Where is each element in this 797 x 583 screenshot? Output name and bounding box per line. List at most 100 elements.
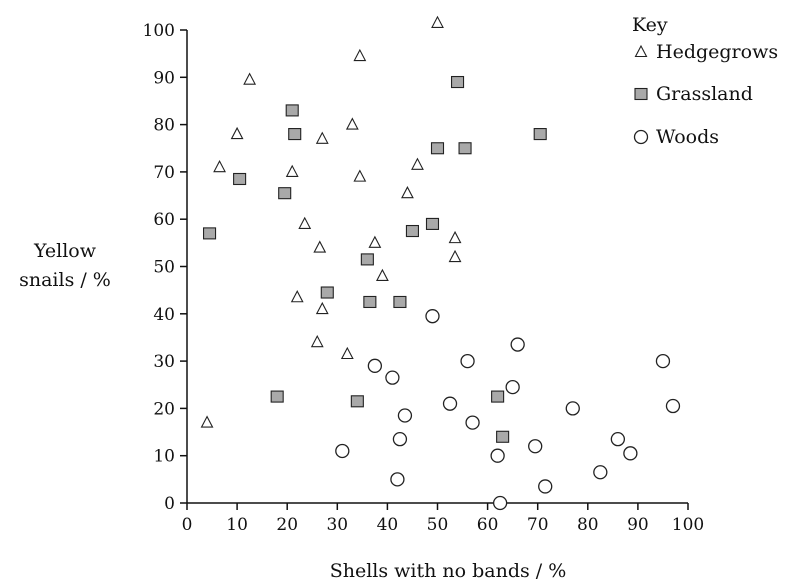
woods-point [565,401,580,416]
woods-point [505,379,520,395]
grassland-point [360,253,374,266]
legend-label-grassland: Grassland [656,83,753,105]
hedgegrows-point [315,131,329,144]
grassland-point [533,128,547,141]
y-tick-label: 100 [143,21,175,41]
woods-point [492,495,508,511]
hedgegrows-point [431,15,444,28]
hedgegrows-point [310,334,324,348]
woods-point [610,431,626,447]
hedgegrows-point [200,415,214,428]
grassland-point [270,390,284,403]
woods-point [510,337,525,352]
woods-point [665,398,681,414]
y-axis-title-line-2: snails / % [19,269,111,291]
hedgegrows-point [353,169,367,182]
grassland-point [430,142,445,155]
grassland-point [425,217,440,230]
hedgegrows-point [375,268,389,282]
hedgegrows-point [340,346,354,360]
legend-title: Key [632,14,668,36]
legend-circle-icon [633,129,649,145]
hedgegrows-point [298,216,312,229]
x-tick-label: 90 [627,515,649,535]
hedgegrows-point [353,48,367,62]
y-axis-title-line-1: Yellow [33,240,97,262]
legend-label-woods: Woods [656,126,719,148]
y-tick-label: 60 [153,210,175,230]
woods-point [385,370,400,385]
legend-square-icon [634,87,648,101]
woods-point [528,439,543,454]
x-tick-label: 50 [427,515,449,535]
woods-point [397,408,413,423]
hedgegrows-point [315,301,329,315]
grassland-point [350,395,364,408]
x-tick-label: 30 [326,515,348,535]
woods-point [460,353,475,369]
woods-point [623,446,638,461]
hedgegrows-point [230,126,244,140]
grassland-point [278,187,292,200]
x-tick-label: 40 [377,515,399,535]
woods-point [465,415,480,430]
y-tick-label: 50 [153,258,175,278]
woods-point [538,479,553,494]
y-tick-label: 10 [153,447,175,467]
hedgegrows-point [345,117,359,130]
hedgegrows-point [313,240,327,253]
x-tick-label: 80 [577,515,599,535]
y-axis-ticks: 0 10 20 30 40 50 60 70 80 90 100 [143,21,187,514]
woods-point [425,309,440,324]
y-tick-label: 70 [153,163,175,183]
hedgegrows-point [213,159,226,173]
woods-point [490,448,505,463]
grassland-point [233,172,247,186]
hedgegrows-point [243,72,257,85]
grassland-point [320,286,334,299]
grassland-point [393,295,407,309]
x-tick-label: 0 [182,515,193,535]
x-tick-label: 60 [477,515,499,535]
hedgegrows-point [368,235,382,248]
hedgegrows-point [401,185,414,199]
hedgegrows-point [448,230,462,244]
hedgegrows-point [448,249,462,263]
y-tick-label: 40 [153,305,175,325]
hedgegrows-point [285,164,299,177]
x-axis-title: Shells with no bands / % [330,560,567,582]
y-tick-label: 0 [164,494,175,514]
legend-label-hedgegrows: Hedgegrows [656,41,778,63]
grassland-point [288,128,302,141]
woods-point [442,396,458,411]
grassland-point [285,104,299,117]
legend-triangle-icon [634,44,648,58]
hedgegrows-point [411,157,424,170]
woods-point [392,431,408,447]
woods-point [655,353,671,369]
x-tick-label: 70 [527,515,549,535]
woods-point [390,472,405,487]
x-tick-label: 10 [226,515,248,535]
grassland-point [450,75,465,89]
woods-point [367,358,383,373]
x-tick-label: 100 [672,515,704,535]
y-tick-label: 80 [153,116,175,136]
hedgegrows-point [290,290,304,303]
woods-point [593,465,608,480]
grassland-point [491,390,505,403]
grassland-point [458,142,472,155]
woods-point [335,443,350,459]
data-points [200,15,681,511]
grassland-point [496,430,510,443]
x-tick-label: 20 [276,515,298,535]
y-tick-label: 90 [153,68,175,88]
y-tick-label: 30 [153,352,175,372]
x-axis-ticks: 0 10 20 30 40 50 60 70 80 90 100 [182,503,704,535]
grassland-point [202,227,217,240]
grassland-point [405,224,420,238]
y-tick-label: 20 [153,399,175,419]
legend: Key Hedgegrows Grassland Woods [632,14,778,148]
grassland-point [363,295,377,309]
